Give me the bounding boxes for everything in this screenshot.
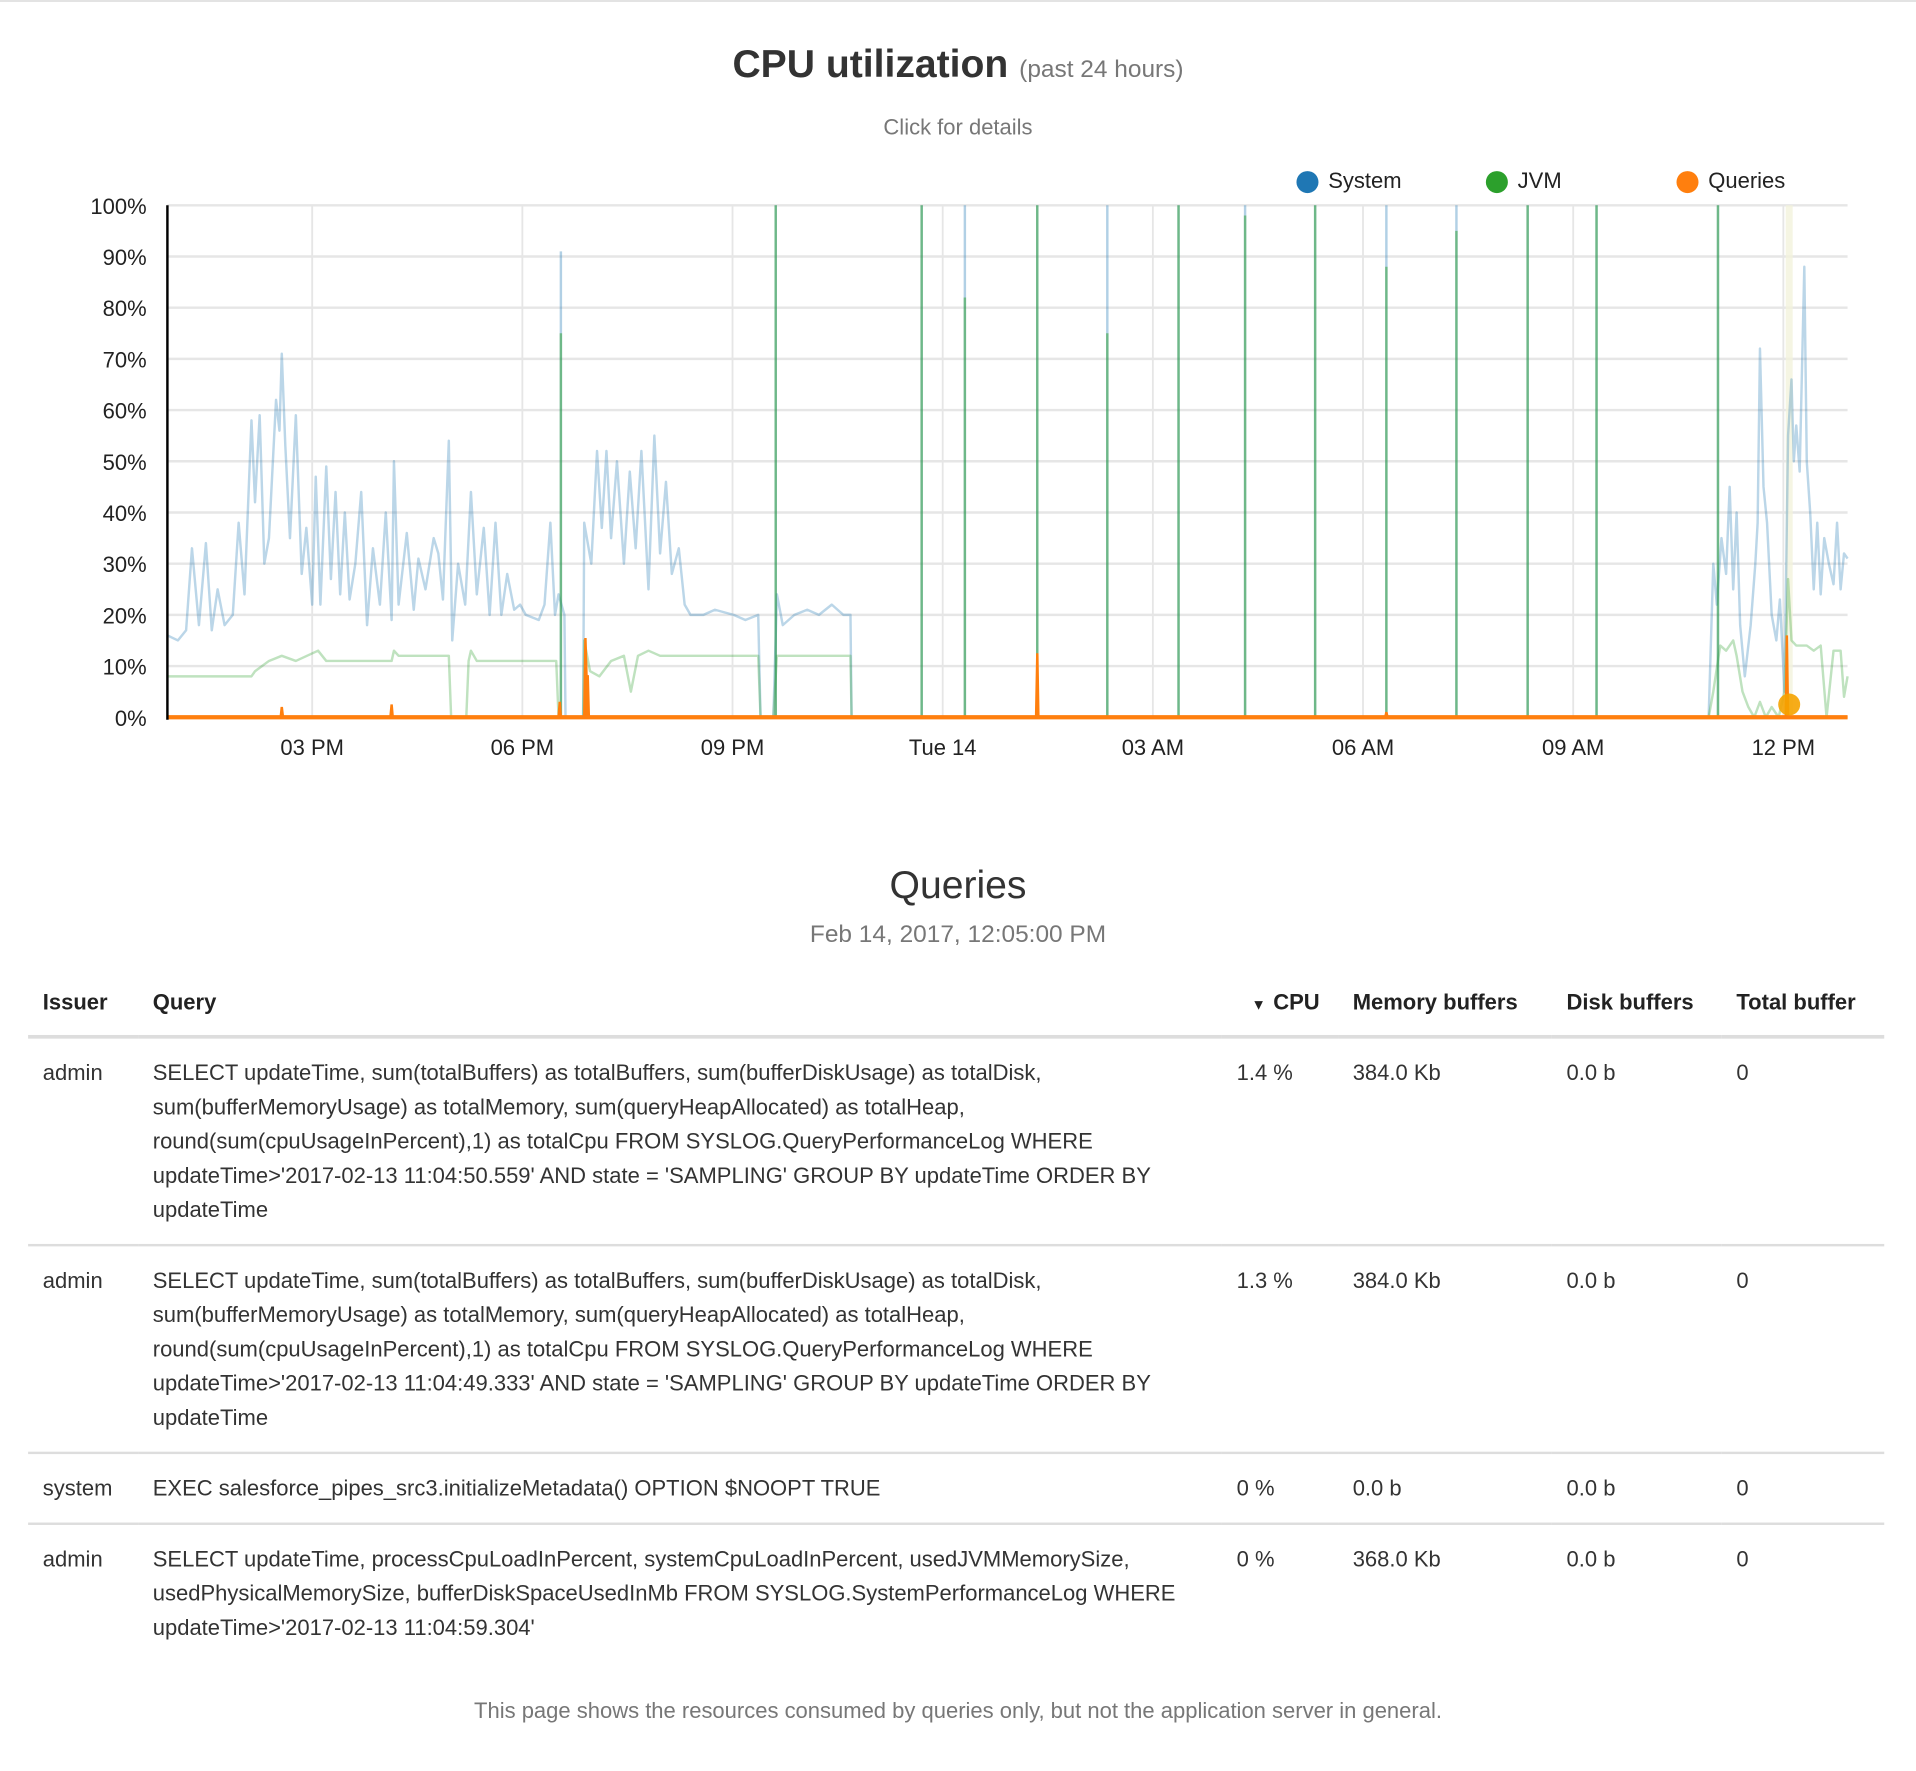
y-tick-label: 90%	[103, 245, 147, 270]
table-row: admin SELECT updateTime, sum(totalBuffer…	[28, 1245, 1885, 1455]
y-tick-label: 10%	[103, 655, 147, 680]
cell-memory-buffers: 384.0 Kb	[1338, 1036, 1552, 1247]
selected-point-marker	[1778, 693, 1801, 716]
x-tick-label: 03 PM	[280, 735, 344, 760]
queries-date: Feb 14, 2017, 12:05:00 PM	[809, 921, 1107, 949]
y-tick-label: 80%	[103, 296, 147, 321]
table-row: admin SELECT updateTime, processCpuLoadI…	[28, 1524, 1884, 1662]
chart-title: CPU utilization (past 24 hours)	[0, 42, 1916, 87]
cell-disk-buffers: 0.0 b	[1551, 1245, 1722, 1455]
x-tick-label: 06 AM	[1332, 735, 1394, 760]
cell-cpu: 1.3 %	[1221, 1245, 1339, 1455]
cell-issuer: system	[28, 1452, 139, 1525]
column-header-total-buffer[interactable]: Total buffer	[1721, 977, 1885, 1039]
y-tick-label: 60%	[103, 399, 147, 424]
column-header-disk-buffers[interactable]: Disk buffers	[1551, 977, 1722, 1039]
cell-query: SELECT updateTime, processCpuLoadInPerce…	[152, 1546, 1176, 1640]
legend-jvm[interactable]: JVM	[1485, 168, 1562, 195]
cell-total-buffer: 0	[1721, 1036, 1885, 1247]
column-header-cpu-label: CPU	[1273, 989, 1320, 1015]
x-tick-label: 09 PM	[701, 735, 765, 760]
legend-jvm-label: JVM	[1517, 168, 1562, 194]
cell-cpu: 1.4 %	[1221, 1036, 1339, 1247]
cell-total-buffer: 0	[1721, 1245, 1885, 1455]
column-header-query[interactable]: Query	[138, 977, 1222, 1039]
column-header-issuer[interactable]: Issuer	[28, 977, 139, 1039]
x-tick-label: Tue 14	[909, 735, 977, 760]
cell-issuer: admin	[28, 1036, 139, 1247]
cell-query: EXEC salesforce_pipes_src3.initializeMet…	[138, 1452, 1222, 1525]
column-header-memory-buffers[interactable]: Memory buffers	[1338, 977, 1552, 1039]
legend-queries[interactable]: Queries	[1676, 168, 1786, 195]
column-header-cpu[interactable]: ▼ CPU	[1221, 977, 1339, 1039]
table-row: system EXEC salesforce_pipes_src3.initia…	[28, 1452, 1885, 1525]
y-tick-label: 50%	[103, 450, 147, 475]
legend-system-label: System	[1328, 168, 1402, 194]
legend-system[interactable]: System	[1296, 168, 1402, 195]
x-tick-label: 09 AM	[1542, 735, 1604, 760]
jvm-series-line	[167, 577, 1849, 719]
x-tick-label: 12 PM	[1752, 735, 1816, 760]
cell-memory-buffers: 384.0 Kb	[1338, 1245, 1552, 1455]
cell-cpu: 0 %	[1221, 1452, 1339, 1525]
system-series-line	[166, 265, 1849, 719]
cell-total-buffer: 0	[1721, 1452, 1885, 1525]
y-tick-label: 40%	[103, 501, 147, 526]
cell-cpu: 0 %	[1236, 1546, 1275, 1572]
chart-subtitle: (past 24 hours)	[1019, 56, 1184, 84]
y-tick-label: 20%	[103, 603, 147, 628]
table-header-row: Issuer Query ▼ CPU Memory buffers Disk bu…	[28, 977, 1885, 1039]
cell-memory-buffers: 0.0 b	[1338, 1452, 1552, 1525]
table-row: admin SELECT updateTime, sum(totalBuffer…	[28, 1036, 1885, 1247]
x-tick-label: 06 PM	[491, 735, 555, 760]
cell-disk-buffers: 0.0 b	[1551, 1452, 1722, 1525]
y-tick-label: 30%	[103, 552, 147, 577]
legend-system-dot-icon	[1296, 170, 1319, 193]
cell-disk-buffers: 0.0 b	[1551, 1036, 1722, 1247]
cell-query: SELECT updateTime, sum(totalBuffers) as …	[138, 1245, 1222, 1455]
legend-queries-dot-icon	[1676, 170, 1699, 193]
y-tick-label: 100%	[90, 194, 146, 219]
footer-note: This page shows the resources consumed b…	[474, 1698, 1442, 1723]
cpu-chart[interactable]: 0% 10% 20% 30% 40% 50% 60% 70% 80% 90% 100% 03 PM 06…	[0, 0, 1916, 794]
selection-highlight-band	[1785, 205, 1793, 718]
cell-query: SELECT updateTime, sum(totalBuffers) as …	[138, 1036, 1222, 1247]
queries-title: Queries	[889, 862, 1027, 907]
top-border	[0, 0, 1916, 2]
chart-title-text: CPU utilization	[732, 41, 1009, 86]
click-for-details-hint[interactable]: Click for details	[883, 114, 1033, 140]
x-tick-label: 03 AM	[1122, 735, 1184, 760]
queries-table: Issuer Query ▼ CPU Memory buffers Disk bu…	[28, 977, 1885, 1662]
cell-memory-buffers: 368.0 Kb	[1352, 1546, 1441, 1572]
y-tick-label: 70%	[103, 347, 147, 372]
y-tick-label: 0%	[115, 706, 147, 731]
cell-issuer: admin	[42, 1546, 103, 1572]
legend-jvm-dot-icon	[1485, 170, 1508, 193]
sort-descending-icon: ▼	[1251, 995, 1266, 1013]
cell-total-buffer: 0	[1736, 1546, 1749, 1572]
cell-issuer: admin	[28, 1245, 139, 1455]
cell-disk-buffers: 0.0 b	[1566, 1546, 1616, 1572]
legend-queries-label: Queries	[1708, 168, 1786, 194]
